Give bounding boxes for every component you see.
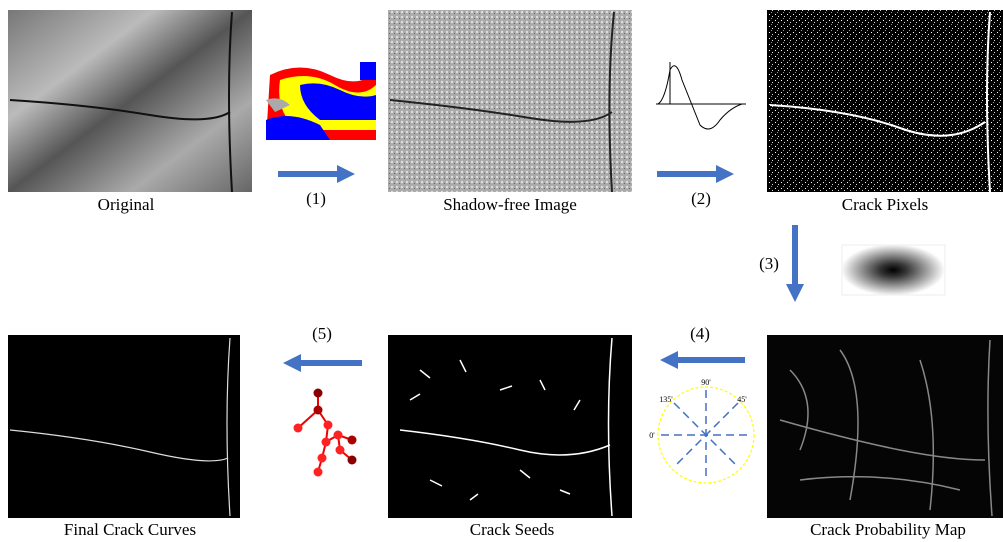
probability-map-image: [767, 335, 1003, 518]
tree-icon: [294, 389, 357, 477]
step-label: (2): [691, 189, 711, 208]
kernel-icon: [841, 244, 945, 296]
caption: Crack Pixels: [842, 195, 928, 214]
angle-label: 0': [649, 431, 655, 440]
crack-pixels-image: [767, 10, 1003, 192]
caption: Crack Probability Map: [810, 520, 966, 539]
caption: Shadow-free Image: [443, 195, 577, 214]
angle-label: 45': [737, 395, 747, 404]
final-curves-image: [8, 335, 240, 518]
caption: Final Crack Curves: [64, 520, 196, 539]
shadow-map-icon: [266, 62, 376, 146]
curve-plot-icon: [656, 62, 746, 129]
step-label: (1): [306, 189, 326, 208]
angle-label: 135': [659, 395, 673, 404]
original-image: [8, 10, 252, 192]
shadow-free-image: [388, 10, 632, 192]
angle-label: 90': [701, 378, 711, 387]
crack-seeds-image: [388, 335, 632, 518]
caption: Original: [98, 195, 155, 214]
step-label: (3): [759, 254, 779, 273]
step-label: (4): [690, 324, 710, 343]
pipeline-figure: Original Shadow-free Image Crack Pixels …: [0, 0, 1003, 542]
step-label: (5): [312, 324, 332, 343]
caption: Crack Seeds: [470, 520, 555, 539]
